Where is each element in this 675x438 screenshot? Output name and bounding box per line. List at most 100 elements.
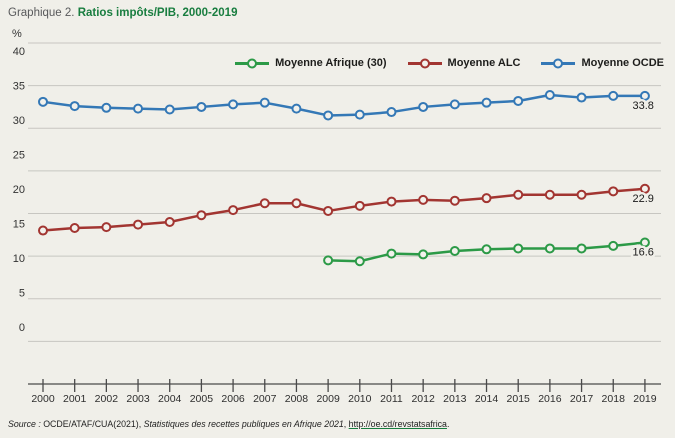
x-tick-label: 2002 — [95, 393, 119, 405]
data-point — [228, 99, 239, 110]
y-tick-label: 20 — [13, 184, 25, 196]
data-point — [608, 90, 619, 101]
data-point — [576, 243, 587, 254]
legend-marker-icon — [235, 58, 270, 68]
data-point — [323, 205, 334, 216]
data-point — [481, 97, 492, 108]
x-tick-label: 2014 — [475, 393, 499, 405]
data-point — [323, 110, 334, 121]
data-point — [386, 248, 397, 259]
line-chart: % 40 35 30 25 20 15 10 5 0 2000 2001 2002 2003 2004 200… — [12, 28, 661, 405]
data-point — [449, 195, 460, 206]
x-tick-label: 2016 — [538, 393, 562, 405]
legend-item: Moyenne OCDE — [541, 57, 664, 69]
data-point — [133, 219, 144, 230]
y-tick-label: 5 — [19, 288, 25, 300]
source-note: Source : OCDE/ATAF/CUA(2021), Statistiqu… — [8, 419, 450, 429]
series-line — [42, 93, 645, 117]
end-value-label: 33.8 — [632, 100, 653, 112]
x-tick-label: 2008 — [285, 393, 309, 405]
data-point — [354, 109, 365, 120]
data-point — [418, 249, 429, 260]
figure-title-text: Ratios impôts/PIB, 2000-2019 — [77, 7, 238, 19]
data-point — [608, 186, 619, 197]
data-point — [259, 97, 270, 108]
x-tick-label: 2003 — [126, 393, 150, 405]
y-tick-label: 0 — [19, 322, 25, 334]
x-tick-label: 2013 — [443, 393, 467, 405]
y-tick-label: 35 — [13, 81, 25, 93]
data-point — [481, 193, 492, 204]
data-point — [133, 103, 144, 114]
data-point — [386, 196, 397, 207]
data-point — [259, 198, 270, 209]
end-value-label: 16.6 — [632, 246, 653, 258]
figure-number: Graphique 2. — [8, 7, 78, 19]
data-point — [544, 243, 555, 254]
data-point — [38, 225, 48, 236]
x-tick-label: 2010 — [348, 393, 372, 405]
y-tick-label: 30 — [13, 115, 25, 127]
data-point — [164, 217, 175, 228]
x-tick-label: 2001 — [63, 393, 87, 405]
data-point — [164, 104, 175, 115]
source-work: Statistiques des recettes publiques en A… — [143, 419, 344, 429]
data-point — [354, 200, 365, 211]
data-point — [386, 107, 397, 118]
data-point — [196, 210, 207, 221]
data-point — [449, 246, 460, 257]
data-point — [323, 255, 334, 266]
data-point — [513, 243, 524, 254]
y-tick-label: 40 — [13, 46, 25, 58]
x-tick-label: 2005 — [190, 393, 214, 405]
legend-marker-icon — [407, 58, 442, 68]
x-tick-label: 2019 — [633, 393, 657, 405]
data-point — [544, 90, 555, 101]
x-tick-label: 2009 — [316, 393, 340, 405]
y-tick-label: 25 — [13, 150, 25, 162]
source-link[interactable]: http://oe.cd/revstatsafrica — [348, 419, 447, 429]
y-axis-unit: % — [12, 28, 22, 40]
data-point — [418, 194, 429, 205]
x-tick-label: 2018 — [602, 393, 626, 405]
legend-item: Moyenne ALC — [407, 57, 521, 69]
x-tick-label: 2007 — [253, 393, 277, 405]
x-tick-label: 2011 — [380, 393, 403, 405]
data-point — [639, 237, 650, 248]
data-point — [418, 101, 429, 112]
y-tick-label: 10 — [13, 253, 25, 265]
source-org: OCDE/ATAF/CUA(2021), — [43, 419, 144, 429]
data-point — [608, 240, 619, 251]
data-point — [449, 99, 460, 110]
x-tick-label: 2012 — [411, 393, 435, 405]
series-line — [42, 187, 646, 232]
source-label: Source : — [8, 419, 44, 429]
data-point — [291, 103, 302, 114]
data-point — [101, 102, 112, 113]
data-point — [576, 92, 587, 103]
data-point — [639, 90, 650, 101]
data-point — [513, 95, 524, 106]
x-tick-label: 2004 — [158, 393, 182, 405]
x-tick-label: 2006 — [221, 393, 245, 405]
data-point — [576, 189, 587, 200]
end-value-label: 22.9 — [632, 193, 653, 205]
data-point — [228, 205, 239, 216]
y-tick-label: 15 — [13, 219, 25, 231]
legend: Moyenne Afrique (30) Moyenne ALC Moyenne O… — [235, 57, 664, 69]
data-point — [513, 189, 524, 200]
legend-marker-icon — [541, 58, 576, 68]
x-tick-label: 2017 — [570, 393, 594, 405]
data-point — [544, 189, 555, 200]
data-point — [291, 198, 302, 209]
data-point — [481, 244, 492, 255]
legend-label: Moyenne OCDE — [581, 57, 664, 69]
data-point — [639, 183, 650, 194]
x-tick-label: 2000 — [31, 393, 55, 405]
legend-label: Moyenne Afrique (30) — [275, 57, 387, 69]
data-point — [38, 96, 48, 107]
data-point — [101, 222, 112, 233]
data-point — [354, 256, 365, 267]
legend-label: Moyenne ALC — [447, 57, 521, 69]
